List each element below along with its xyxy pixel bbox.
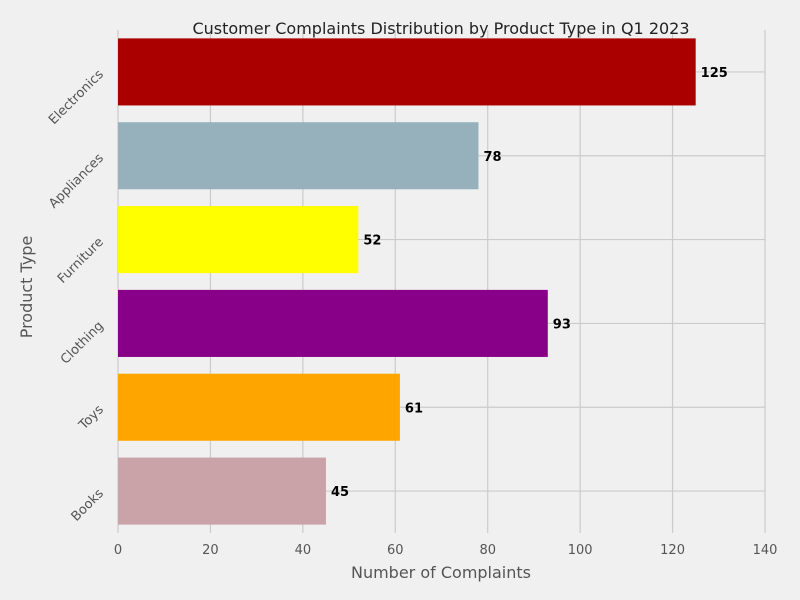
value-label: 78: [483, 150, 501, 165]
y-tick-label: Clothing: [58, 319, 107, 368]
y-tick-label: Furniture: [55, 235, 107, 287]
bar-books: [118, 457, 326, 525]
bar-furniture: [118, 206, 359, 274]
value-label: 125: [701, 66, 728, 81]
chart-title: Customer Complaints Distribution by Prod…: [192, 19, 689, 38]
bars-layer: [118, 38, 696, 525]
x-tick-label: 120: [660, 543, 685, 558]
value-label: 52: [363, 234, 381, 249]
x-tick-label: 80: [479, 543, 496, 558]
y-axis-label: Product Type: [17, 236, 36, 339]
x-tick-label: 60: [387, 543, 404, 558]
x-tick-label: 100: [568, 543, 593, 558]
x-axis-label: Number of Complaints: [351, 563, 531, 582]
y-tick-label: Electronics: [46, 67, 107, 128]
bar-electronics: [118, 38, 696, 106]
value-label: 45: [331, 485, 349, 500]
value-label: 61: [405, 401, 423, 416]
y-tick-label: Toys: [76, 402, 107, 433]
x-tick-label: 140: [753, 543, 778, 558]
x-tick-label: 40: [295, 543, 312, 558]
bar-clothing: [118, 289, 548, 357]
y-tick-label: Books: [69, 486, 107, 524]
bar-appliances: [118, 122, 479, 190]
value-label: 93: [553, 317, 571, 332]
x-tick-label: 0: [114, 543, 122, 558]
bar-toys: [118, 373, 400, 441]
y-tick-label: Appliances: [46, 151, 107, 212]
x-tick-label: 20: [202, 543, 219, 558]
